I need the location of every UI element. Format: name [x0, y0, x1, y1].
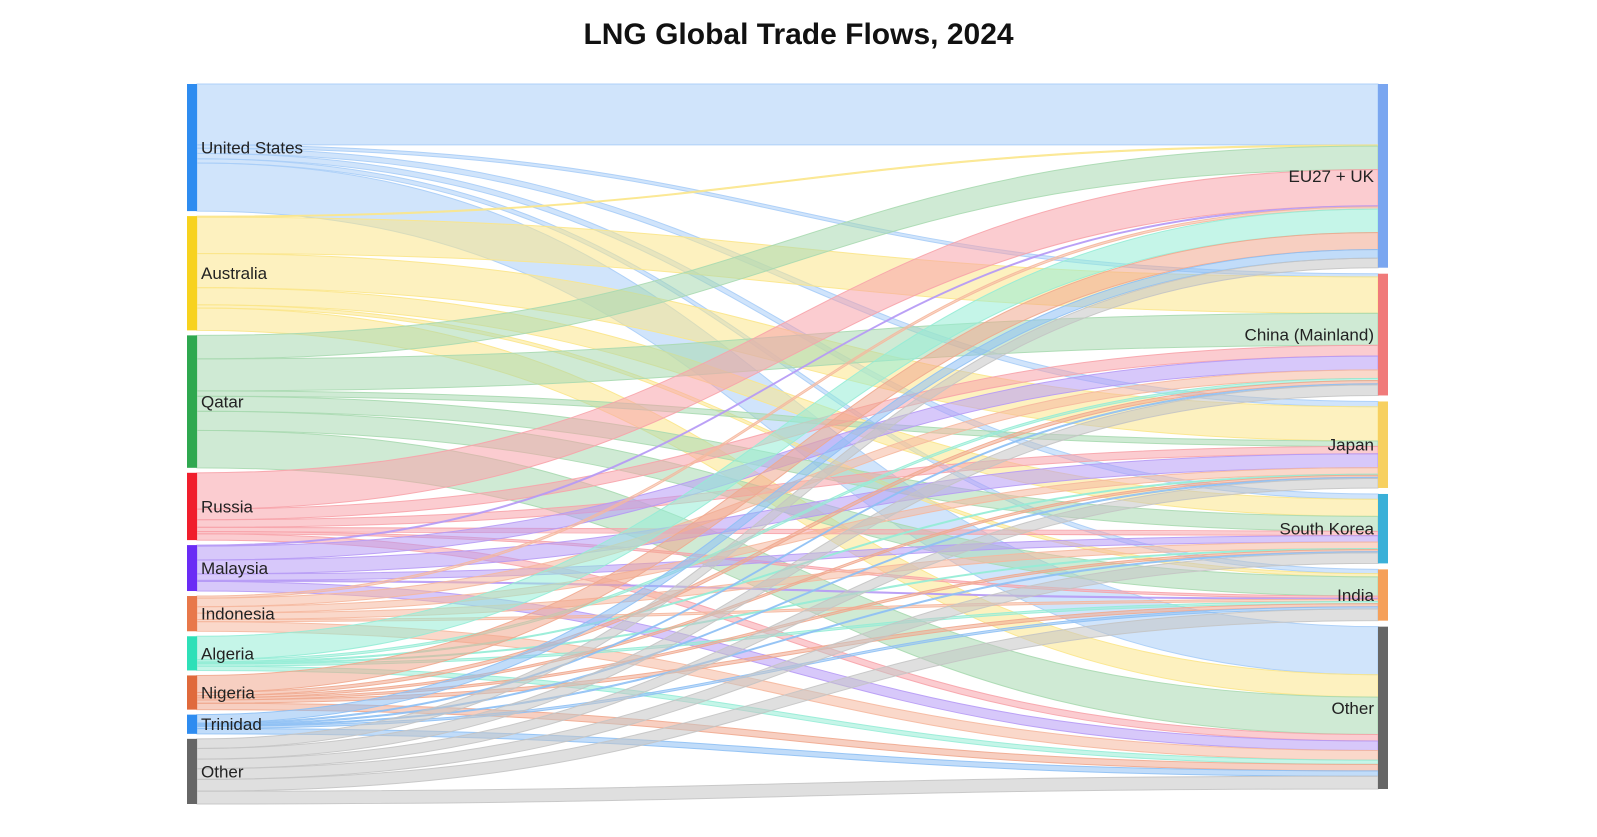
target-node-china-mainland [1378, 273, 1388, 396]
source-node-united-states [187, 84, 197, 212]
target-node-india [1378, 569, 1388, 621]
target-label-india: India [1337, 586, 1374, 605]
source-node-nigeria [187, 675, 197, 710]
link-other-to-japan [196, 477, 1379, 770]
source-label-united-states: United States [201, 139, 303, 158]
link-other-to-eu27-uk [196, 257, 1379, 749]
source-node-algeria [187, 636, 197, 671]
source-label-russia: Russia [201, 497, 254, 516]
chart-title: LNG Global Trade Flows, 2024 [583, 18, 1014, 51]
source-node-trinidad [187, 714, 197, 734]
target-node-south-korea [1378, 493, 1388, 564]
source-node-qatar [187, 335, 197, 468]
target-label-japan: Japan [1328, 436, 1374, 455]
source-label-qatar: Qatar [201, 393, 244, 412]
source-node-indonesia [187, 596, 197, 632]
source-node-russia [187, 472, 197, 541]
link-other-to-china-mainland [196, 384, 1379, 760]
target-label-other: Other [1331, 699, 1374, 718]
source-node-australia [187, 216, 197, 331]
source-node-malaysia [187, 545, 197, 592]
target-node-japan [1378, 401, 1388, 488]
flow-links [196, 83, 1379, 805]
source-label-trinidad: Trinidad [201, 715, 262, 734]
target-label-eu27-uk: EU27 + UK [1288, 167, 1374, 186]
source-label-indonesia: Indonesia [201, 605, 275, 624]
source-label-australia: Australia [201, 264, 268, 283]
source-label-other: Other [201, 762, 244, 781]
target-node-eu27-uk [1378, 84, 1388, 268]
target-label-south-korea: South Korea [1279, 520, 1374, 539]
node-labels: United States Australia Qatar Russia Malaysi… [201, 139, 1375, 782]
source-node-other [187, 738, 197, 804]
target-label-china-mainland: China (Mainland) [1245, 326, 1374, 345]
nodes [187, 84, 1388, 804]
source-label-algeria: Algeria [201, 644, 254, 663]
link-united-states-to-eu27-uk [196, 83, 1379, 146]
target-node-other [1378, 626, 1388, 789]
source-label-malaysia: Malaysia [201, 559, 269, 578]
source-label-nigeria: Nigeria [201, 684, 255, 703]
